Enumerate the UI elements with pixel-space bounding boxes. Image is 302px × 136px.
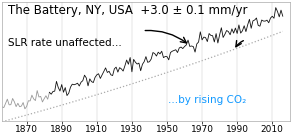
Text: SLR rate unaffected...: SLR rate unaffected... (8, 38, 122, 48)
Text: The Battery, NY, USA  +3.0 ± 0.1 mm/yr: The Battery, NY, USA +3.0 ± 0.1 mm/yr (8, 4, 247, 17)
Text: ...by rising CO₂: ...by rising CO₂ (168, 95, 246, 105)
